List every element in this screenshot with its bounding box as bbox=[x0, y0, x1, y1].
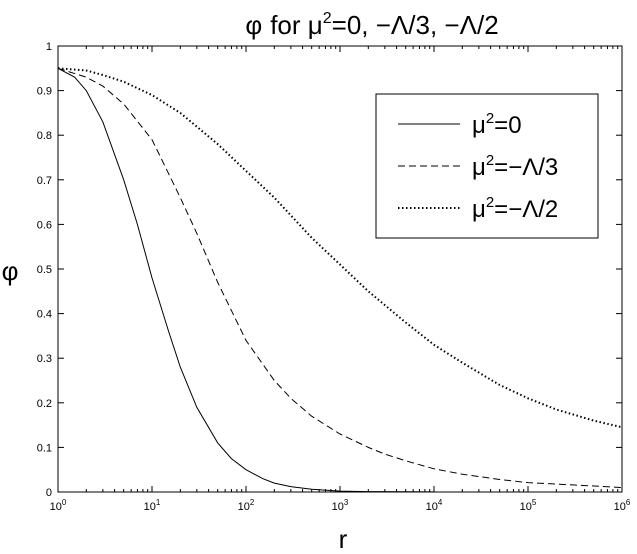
y-tick-label: 0.1 bbox=[37, 442, 52, 454]
y-tick-label: 0.3 bbox=[37, 353, 52, 365]
series-line-2 bbox=[57, 67, 623, 488]
y-tick-label: 0.7 bbox=[37, 175, 52, 187]
legend-label-rest: =−Λ/3 bbox=[494, 154, 558, 181]
legend-label-1: μ2=0 bbox=[472, 110, 522, 139]
title-rest: =0, −Λ/3, −Λ/2 bbox=[332, 10, 499, 40]
legend-label-3: μ2=−Λ/2 bbox=[472, 194, 558, 223]
y-tick-label: 0.4 bbox=[37, 309, 52, 321]
x-tick-base: 10 bbox=[332, 501, 344, 513]
x-tick-base: 10 bbox=[426, 501, 438, 513]
x-tick-base: 10 bbox=[614, 501, 626, 513]
legend-label-symbol: μ bbox=[472, 196, 486, 223]
title-text: for μ bbox=[270, 10, 323, 40]
series-line-3 bbox=[57, 67, 623, 429]
legend-label-symbol: μ bbox=[472, 112, 486, 139]
legend-label-rest: =0 bbox=[494, 112, 521, 139]
x-tick-label: 105 bbox=[520, 498, 537, 513]
x-tick-exponent: 3 bbox=[344, 498, 349, 507]
y-tick-label: 0.6 bbox=[37, 219, 52, 231]
x-tick-label: 103 bbox=[332, 498, 349, 513]
legend-label-rest: =−Λ/2 bbox=[494, 196, 558, 223]
legend-label-symbol: μ bbox=[472, 154, 486, 181]
x-tick-base: 10 bbox=[50, 501, 62, 513]
x-tick-base: 10 bbox=[144, 501, 156, 513]
legend-label-2: μ2=−Λ/3 bbox=[472, 152, 558, 181]
y-tick-label: 0.2 bbox=[37, 398, 52, 410]
x-tick-label: 102 bbox=[238, 498, 255, 513]
x-tick-exponent: 2 bbox=[250, 498, 255, 507]
x-tick-exponent: 6 bbox=[626, 498, 631, 507]
x-tick-exponent: 0 bbox=[62, 498, 67, 507]
legend-label-sup: 2 bbox=[486, 152, 494, 169]
legend: μ2=0μ2=−Λ/3μ2=−Λ/2 bbox=[375, 93, 599, 239]
x-tick-base: 10 bbox=[238, 501, 250, 513]
y-tick-label: 0.9 bbox=[37, 86, 52, 98]
x-tick-label: 104 bbox=[426, 498, 443, 513]
x-tick-label: 106 bbox=[614, 498, 631, 513]
y-tick-label: 0.8 bbox=[37, 130, 52, 142]
x-tick-label: 100 bbox=[50, 498, 67, 513]
x-tick-exponent: 4 bbox=[438, 498, 443, 507]
chart-title: φ for μ2=0, −Λ/3, −Λ/2 bbox=[245, 10, 498, 40]
x-tick-base: 10 bbox=[520, 501, 532, 513]
title-sup: 2 bbox=[323, 10, 332, 27]
x-axis-label: r bbox=[339, 524, 348, 554]
series-line-1 bbox=[57, 67, 435, 493]
x-tick-label: 101 bbox=[144, 498, 161, 513]
x-tick-exponent: 5 bbox=[532, 498, 537, 507]
legend-label-sup: 2 bbox=[486, 110, 494, 127]
y-axis-label: φ bbox=[2, 256, 19, 286]
y-tick-label: 0.5 bbox=[37, 264, 52, 276]
plot-area: 100 101 102 103 104 105 10600.10.20.30.40.50.6… bbox=[37, 41, 631, 513]
title-phi: φ bbox=[245, 10, 262, 40]
x-tick-exponent: 1 bbox=[156, 498, 161, 507]
y-tick-label: 1 bbox=[46, 41, 52, 53]
legend-label-sup: 2 bbox=[486, 194, 494, 211]
y-tick-label: 0 bbox=[46, 487, 52, 499]
